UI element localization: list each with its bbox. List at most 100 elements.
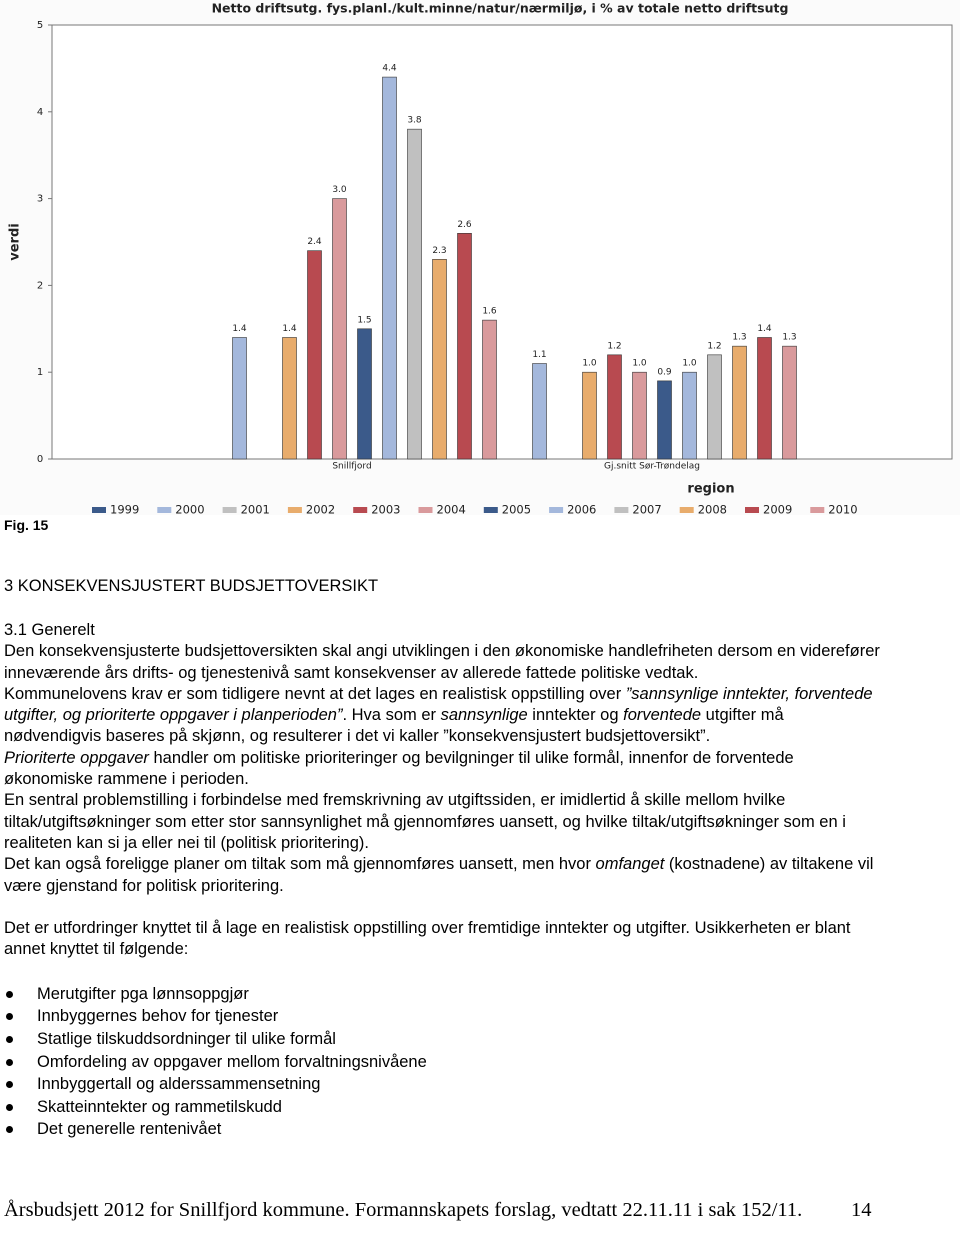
bar [232,337,247,460]
bar [357,328,372,460]
value-label: 0.9 [657,367,672,377]
chart: Netto driftsutg. fys.planl./kult.minne/n… [0,0,960,515]
bar [282,337,297,460]
text: utgifter må nødvendigvis baseres på skjø… [4,706,784,746]
bar [582,371,597,460]
legend-label: 2001 [241,503,270,516]
bar [732,345,747,460]
legend-label: 2003 [371,503,400,516]
legend-label: 2008 [698,503,727,516]
legend-swatch [745,507,759,513]
text: . Hva som er [342,706,441,725]
value-label: 1.5 [357,315,371,325]
bullet-item: Skatteinntekter og rammetilskudd [4,1096,884,1119]
legend-swatch [549,507,564,513]
bullet-item: Det generelle rentenivået [4,1118,884,1141]
value-label: 1.6 [482,307,497,317]
y-tick-label: 3 [37,194,43,205]
paragraph: Prioriterte oppgaver handler om politisk… [4,748,884,791]
bar [707,354,722,460]
text: Den konsekvensjusterte budsjettoversikte… [4,642,880,682]
bar [657,380,672,460]
text: (kostnadene) av tiltakene vil være gjens… [4,855,874,895]
legend-swatch [222,507,237,513]
value-label: 4.4 [382,64,397,74]
italic-text: omfanget [595,855,665,874]
value-label: 3.8 [407,116,422,126]
bar [432,259,447,460]
bullet-list: Merutgifter pga lønnsoppgjør Innbyggernes… [4,983,884,1141]
text: inntekter og [527,706,624,725]
legend-label: 2004 [437,503,466,516]
value-label: 1.4 [757,324,772,334]
y-tick-label: 1 [37,367,43,378]
legend-swatch [92,507,106,513]
legend-label: 2002 [306,503,335,516]
value-label: 1.4 [282,324,297,334]
legend-swatch [679,507,694,513]
body: 3.1 Generelt Den konsekvensjusterte buds… [4,620,884,1141]
bar [682,371,697,460]
value-label: 1.3 [732,333,746,343]
text: Det er utfordringer knyttet til å lage e… [4,919,851,959]
italic-text: sannsynlige [440,706,528,725]
page-number: 14 [851,1199,872,1221]
x-tick-label: Gj.snitt Sør-Trøndelag [604,462,700,472]
value-label: 1.0 [582,359,597,369]
y-tick-label: 2 [37,280,43,291]
value-label: 2.6 [457,220,472,230]
paragraph: En sentral problemstilling i forbindelse… [4,790,884,854]
bar [632,371,647,460]
figure-label: Fig. 15 [4,517,49,533]
y-axis-label: verdi [8,223,23,260]
legend-label: 2010 [828,503,857,516]
y-tick-label: 4 [37,107,43,118]
x-tick-label: Snillfjord [332,462,371,472]
paragraph: Kommunelovens krav er som tidligere nevn… [4,684,884,748]
value-label: 1.2 [607,341,621,351]
value-label: 2.3 [432,246,446,256]
value-label: 1.0 [632,359,647,369]
legend-label: 2000 [175,503,204,516]
legend-swatch [157,507,172,513]
italic-text: forventede [623,706,702,725]
y-tick-label: 0 [37,454,43,465]
value-label: 1.0 [682,359,697,369]
bar [757,337,772,460]
legend-swatch [810,507,825,513]
legend-label: 2007 [632,503,661,516]
legend-label: 2009 [763,503,792,516]
bullet-item: Innbyggernes behov for tjenester [4,1005,884,1028]
heading: 3 KONSEKVENSJUSTERT BUDSJETTOVERSIKT [4,577,379,595]
bullet-item: Omfordeling av oppgaver mellom forvaltni… [4,1051,884,1074]
x-axis-label: region [687,482,734,497]
chart-title: Netto driftsutg. fys.planl./kult.minne/n… [212,1,789,16]
bar [407,128,422,460]
bar [332,198,347,460]
italic-text: Prioriterte oppgaver [4,748,149,767]
bullet-item: Innbyggertall og alderssammensetning [4,1073,884,1096]
bar [607,354,622,460]
bar [532,363,547,460]
legend-label: 2005 [502,503,531,516]
bar [782,345,797,460]
legend-swatch [353,507,368,513]
plot-area [51,24,953,460]
bar [482,319,497,460]
legend-swatch [287,507,302,513]
paragraph: Den konsekvensjusterte budsjettoversikte… [4,641,884,684]
value-label: 3.0 [332,185,347,195]
text: En sentral problemstilling i forbindelse… [4,791,846,852]
paragraph: Det kan også foreligge planer om tiltak … [4,854,884,897]
bullet-item: Statlige tilskuddsordninger til ulike fo… [4,1028,884,1051]
footer: Årsbudsjett 2012 for Snillfjord kommune.… [4,1199,803,1221]
value-label: 2.4 [307,237,322,247]
bar [457,233,472,460]
legend-swatch [418,507,433,513]
subheading: 3.1 Generelt [4,621,95,639]
paragraph: Det er utfordringer knyttet til å lage e… [4,918,884,961]
legend-swatch [614,507,629,513]
value-label: 1.4 [232,324,247,334]
text: handler om politiske prioriteringer og b… [4,748,794,789]
